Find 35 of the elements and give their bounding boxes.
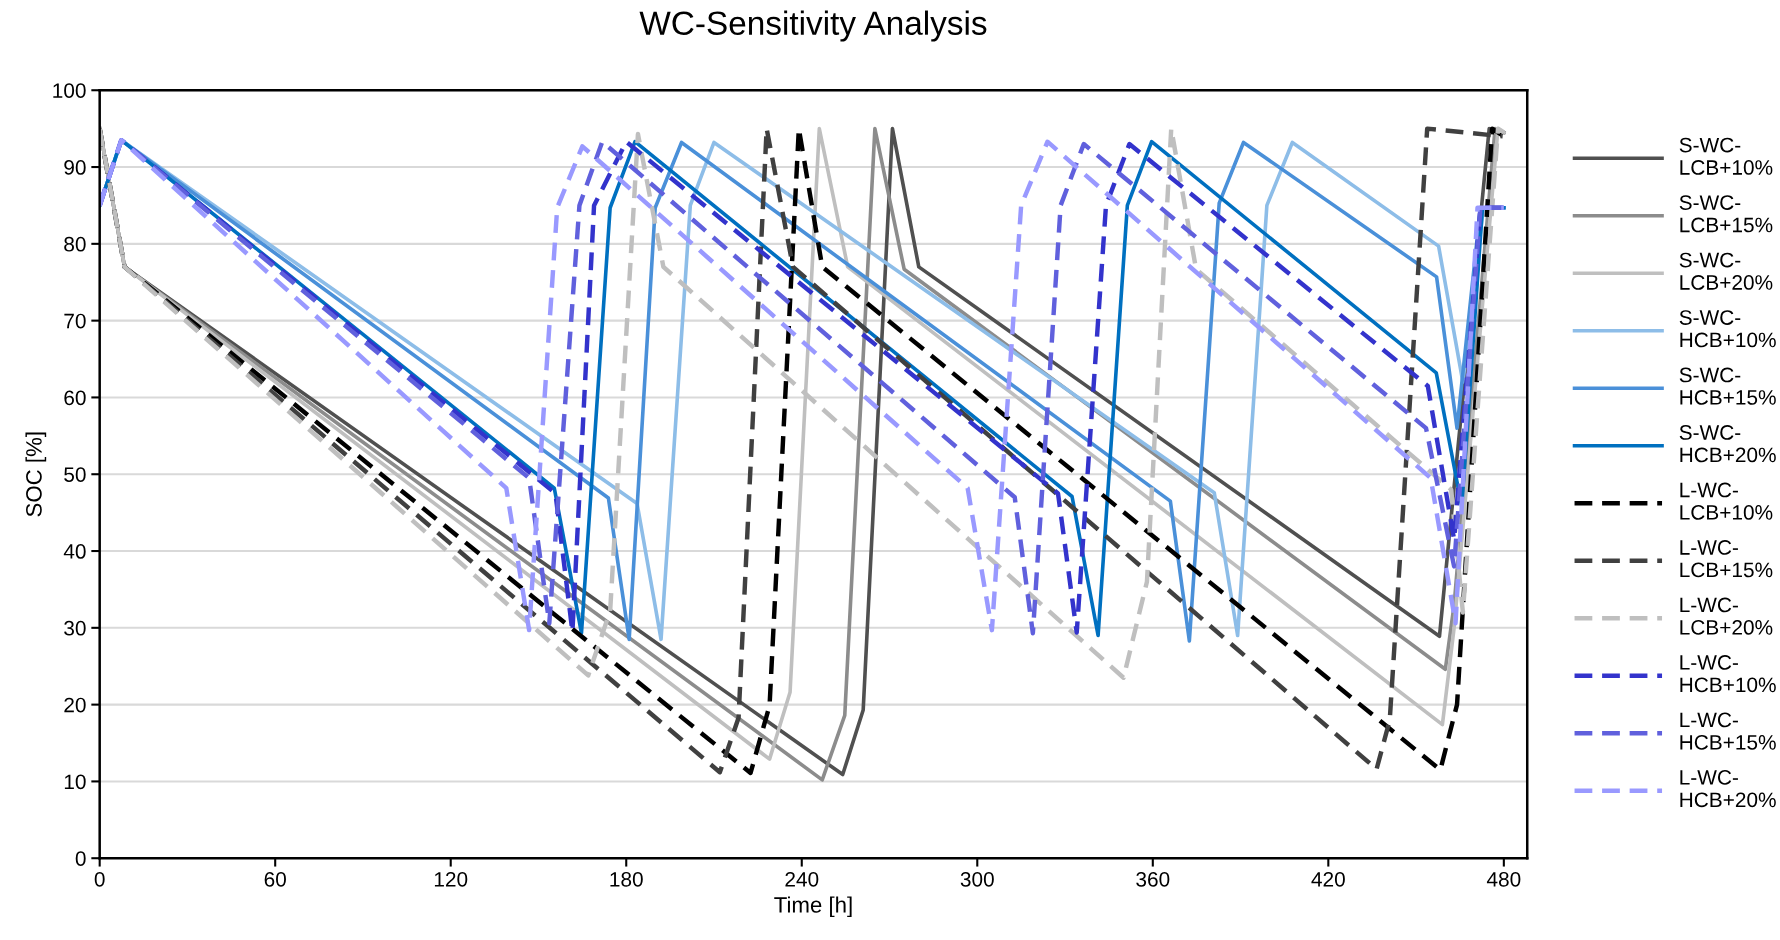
y-tick-label: 90 [64, 160, 86, 175]
x-tick-label: 420 [1311, 871, 1345, 887]
legend-label: L-WC-LCB+20% [1680, 597, 1773, 635]
legend-label: S-WC-LCB+10% [1679, 137, 1773, 175]
y-tick-label: 0 [75, 851, 86, 866]
legend-label: L-WC-LCB+10% [1680, 482, 1773, 520]
y-tick-label: 10 [64, 774, 86, 790]
legend-label: L-WC-HCB+10% [1680, 655, 1776, 693]
y-tick-label: 20 [64, 697, 86, 713]
x-axis-title: Time [h] [774, 896, 852, 918]
y-tick-label: 40 [63, 544, 86, 559]
legend-label: S-WC-HCB+20% [1679, 425, 1776, 463]
y-tick-label: 80 [64, 236, 86, 252]
y-tick-label: 60 [64, 390, 86, 406]
x-tick-label: 300 [960, 871, 994, 887]
y-tick-label: 50 [64, 467, 86, 482]
legend-label: L-WC-HCB+15% [1680, 712, 1776, 750]
x-tick-label: 120 [434, 871, 468, 887]
x-tick-label: 0 [94, 871, 105, 887]
x-tick-label: 360 [1136, 871, 1170, 887]
x-tick-label: 480 [1486, 871, 1521, 887]
x-tick-label: 60 [264, 871, 286, 887]
y-tick-label: 30 [64, 620, 86, 636]
legend-label: L-WC-LCB+15% [1680, 540, 1773, 578]
y-tick-label: 100 [53, 83, 86, 98]
x-tick-label: 180 [610, 871, 643, 887]
chart-title: WC-Sensitivity Analysis [639, 10, 987, 42]
y-tick-label: 70 [64, 313, 86, 329]
x-tick-label: 240 [785, 871, 819, 887]
legend-label: S-WC-LCB+15% [1679, 195, 1773, 233]
legend-label: S-WC-HCB+10% [1679, 310, 1776, 348]
y-axis-title: SOC [%] [25, 432, 47, 517]
legend-label: S-WC-HCB+15% [1679, 367, 1776, 405]
legend-label: L-WC-HCB+20% [1680, 770, 1776, 808]
legend-label: S-WC-LCB+20% [1679, 252, 1773, 290]
